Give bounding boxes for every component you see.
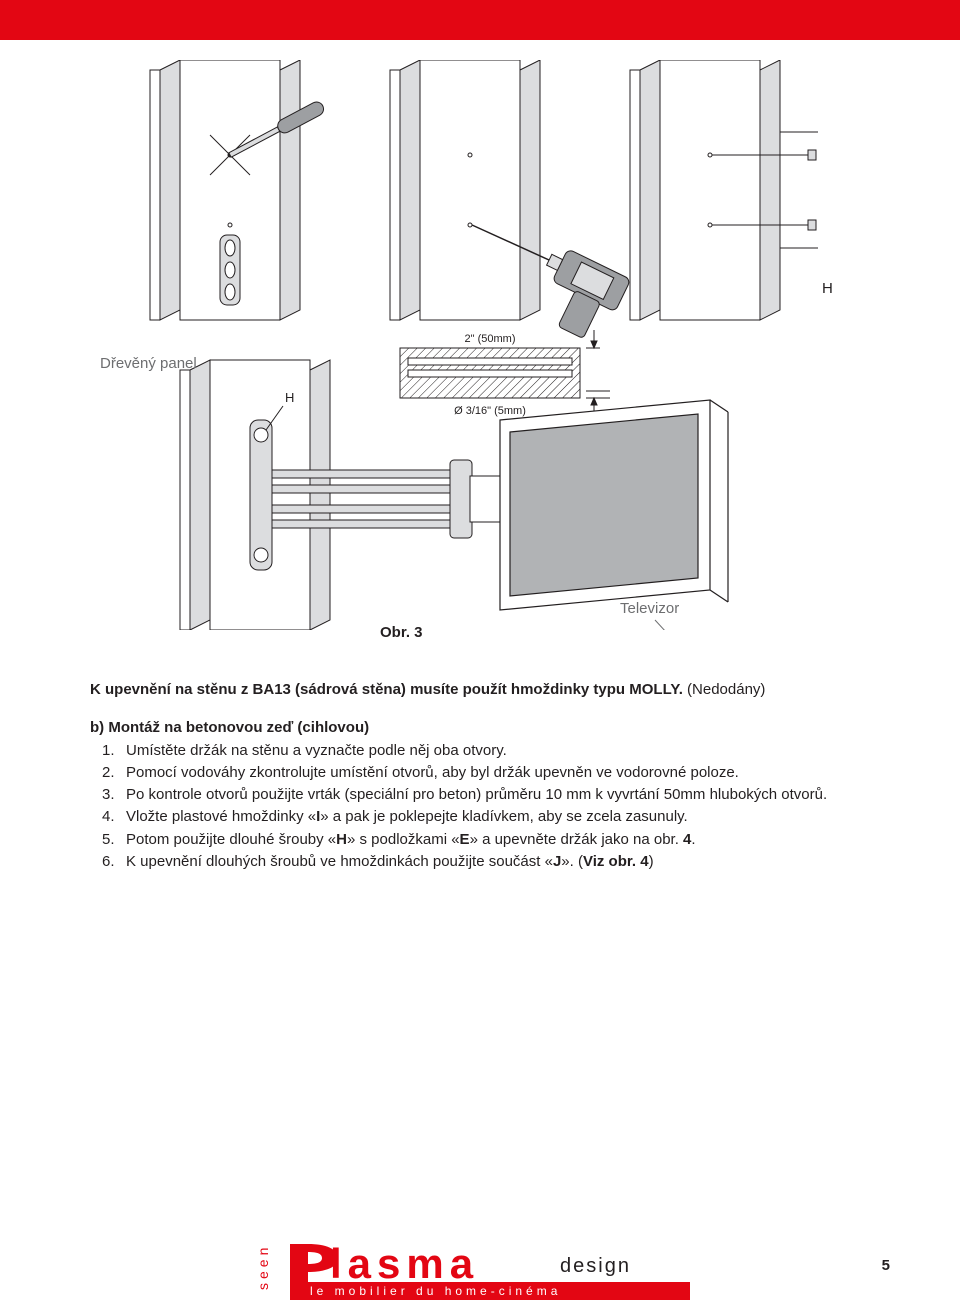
brand-logo: seen lasma design le mobilier du home-ci… xyxy=(260,1232,700,1302)
dim-5mm: Ø 3/16" (5mm) xyxy=(454,405,526,417)
dim-50mm: 2" (50mm) xyxy=(465,333,516,345)
figure-caption: Obr. 3 xyxy=(380,624,423,641)
brand-design: design xyxy=(560,1255,631,1277)
body-text: K upevnění na stěnu z BA13 (sádrová stěn… xyxy=(90,680,870,874)
brand-seen: seen xyxy=(260,1244,271,1290)
step-3: Po kontrole otvorů použijte vrták (speci… xyxy=(90,785,870,805)
step-1: Umístěte držák na stěnu a vyznačte podle… xyxy=(90,741,870,761)
step-4: Vložte plastové hmoždinky «I» a pak je p… xyxy=(90,807,870,827)
step-2: Pomocí vodováhy zkontrolujte umístění ot… xyxy=(90,763,870,783)
step-6: K upevnění dlouhých šroubů ve hmoždinkác… xyxy=(90,852,870,872)
page-number: 5 xyxy=(882,1257,890,1274)
intro-line: K upevnění na stěnu z BA13 (sádrová stěn… xyxy=(90,681,683,698)
brand-tagline: le mobilier du home-cinéma xyxy=(310,1284,561,1298)
label-h-bracket: H xyxy=(285,390,294,405)
label-televizor: Televizor xyxy=(620,600,679,617)
intro-paren: (Nedo­dány) xyxy=(687,681,765,698)
brand-lasma: lasma xyxy=(330,1240,479,1287)
section-b-heading: b) Montáž na betonovou zeď (cihlovou) xyxy=(90,718,870,738)
step-5: Potom použijte dlouhé šrouby «H» s podlo… xyxy=(90,830,870,850)
top-red-bar xyxy=(0,0,960,40)
figure-3: 2" (50mm) Ø 3/16" (5mm) H xyxy=(90,60,870,635)
footer: seen lasma design le mobilier du home-ci… xyxy=(0,1242,960,1302)
steps-list: Umístěte držák na stěnu a vyznačte podle… xyxy=(90,741,870,873)
label-h-top: H xyxy=(822,280,833,297)
label-wooden-panel: Dřevěný panel xyxy=(100,355,197,372)
